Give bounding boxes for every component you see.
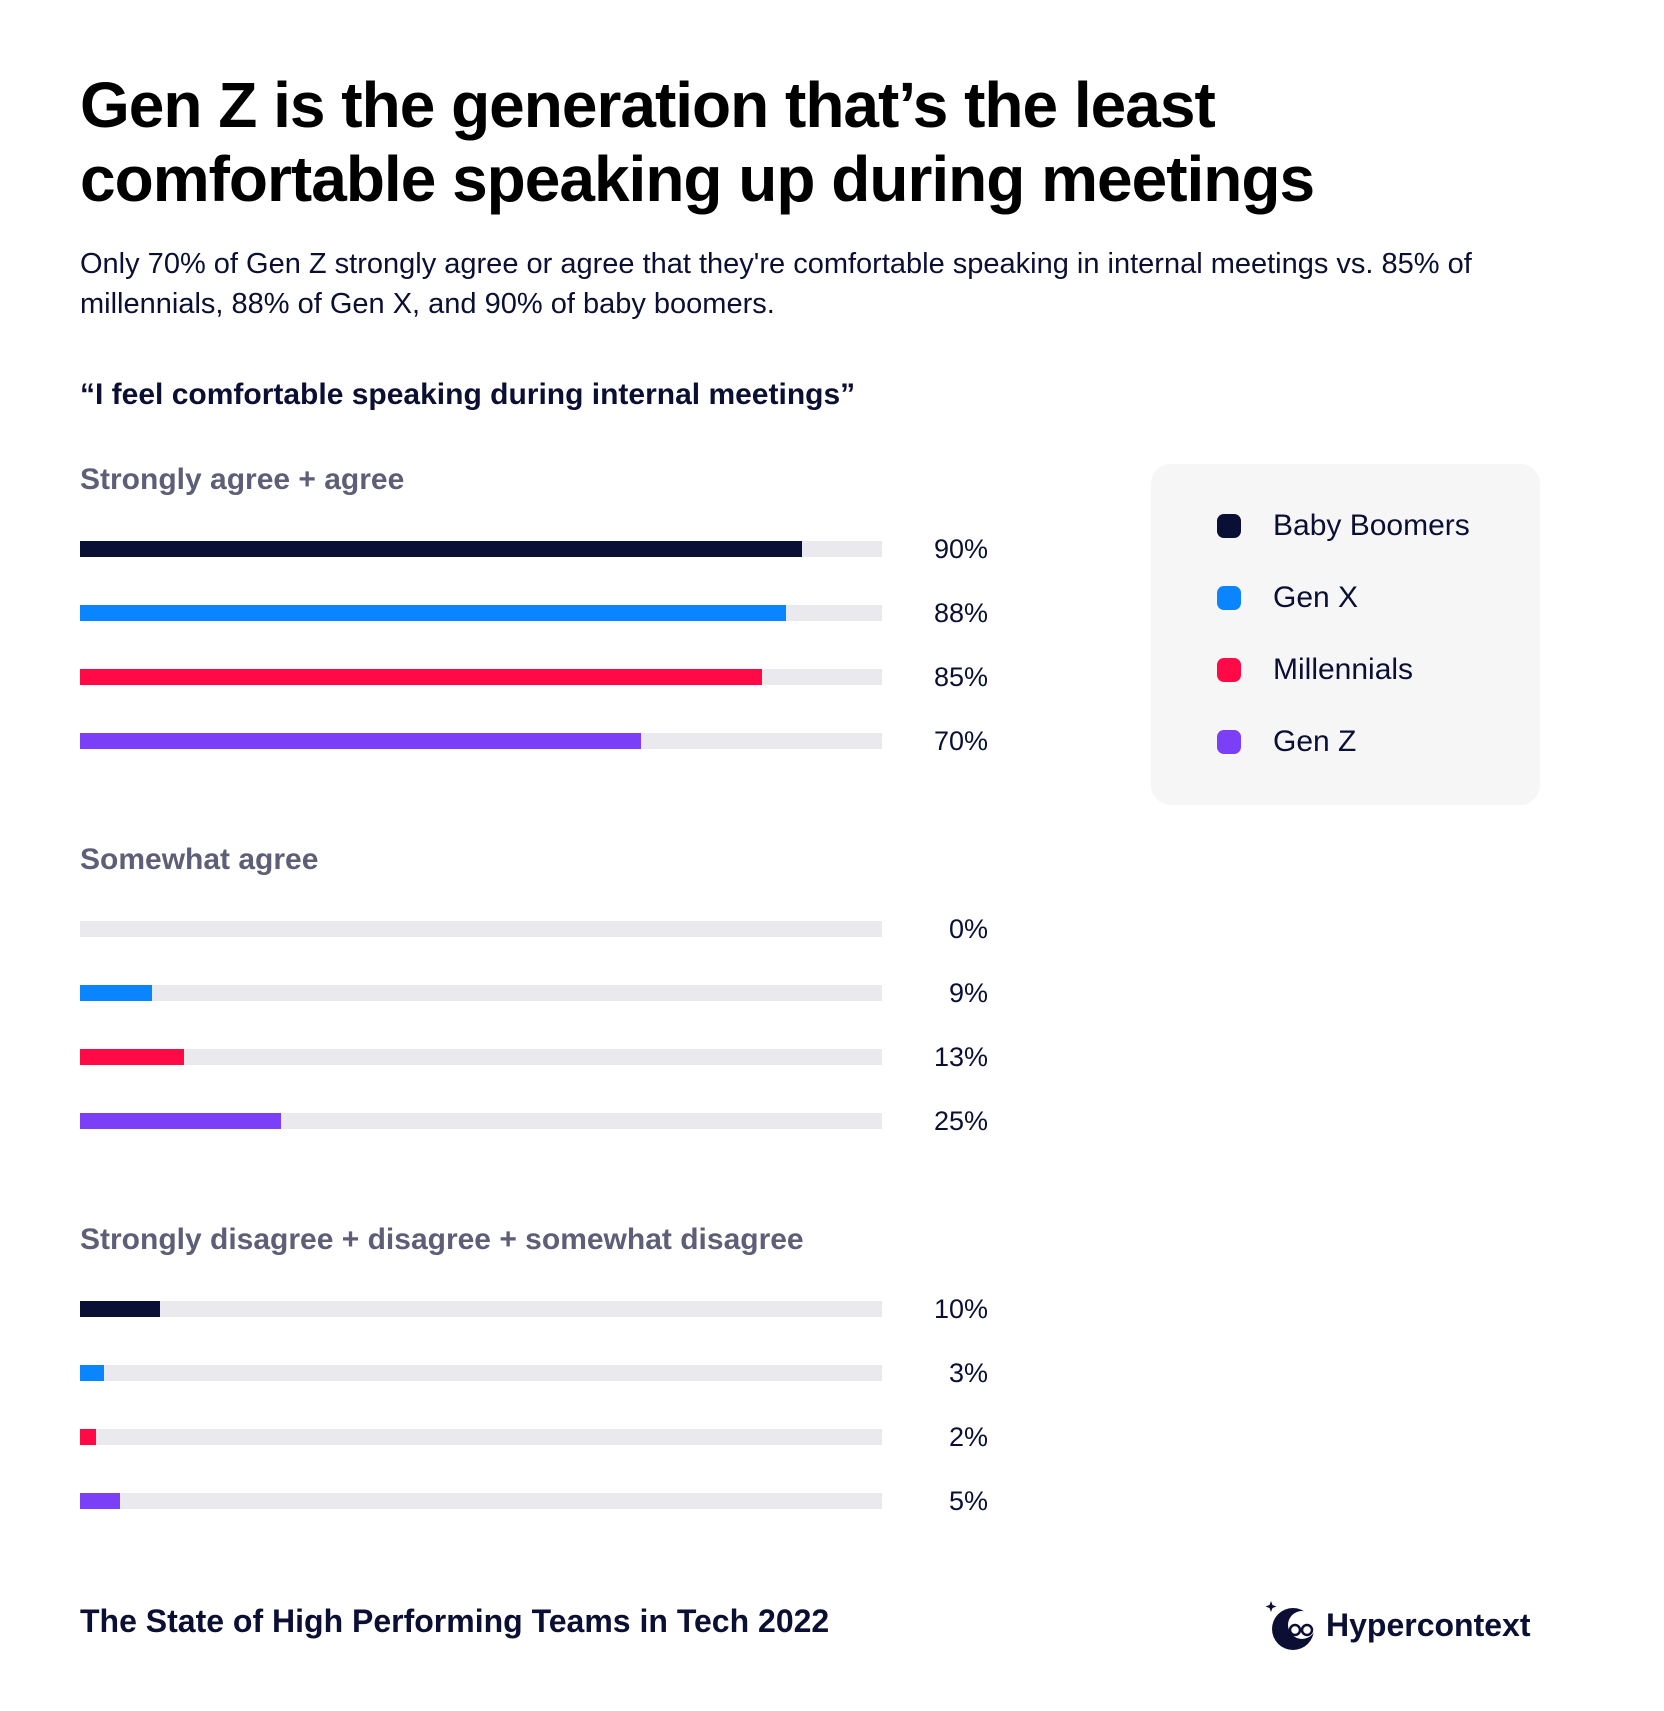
legend-label: Gen Z (1273, 725, 1357, 758)
bar-gen-x (80, 605, 786, 621)
bar-baby-boomers (80, 541, 802, 557)
chart-title: Gen Z is the generation that’s the least… (80, 69, 1315, 215)
bar-row-gen-x: 3% (80, 1353, 1000, 1393)
bar-gen-x (80, 1365, 105, 1381)
legend-swatch (1217, 514, 1241, 538)
legend-item-gen-z: Gen Z (1217, 722, 1356, 762)
footer-source: The State of High Performing Teams in Te… (80, 1603, 830, 1639)
group-label: Somewhat agree (80, 843, 319, 876)
legend-item-gen-x: Gen X (1217, 578, 1358, 618)
bar-track (80, 921, 882, 937)
legend-swatch (1217, 586, 1241, 610)
chart-question: “I feel comfortable speaking during inte… (80, 378, 856, 411)
data-label: 90% (933, 534, 988, 564)
bar-row-millennials: 2% (80, 1417, 1000, 1457)
bar-row-millennials: 13% (80, 1037, 1000, 1077)
data-label: 25% (933, 1106, 988, 1136)
bar-track (80, 733, 882, 749)
legend-label: Gen X (1273, 581, 1359, 614)
bar-track (80, 541, 882, 557)
hypercontext-logo-icon (1265, 1601, 1316, 1650)
data-label: 88% (933, 598, 988, 628)
bar-track (80, 1493, 882, 1509)
legend-swatch (1217, 730, 1241, 754)
legend-item-millennials: Millennials (1217, 650, 1413, 690)
bar-track (80, 1365, 882, 1381)
bar-gen-z (80, 733, 642, 749)
bar-row-baby-boomers: 10% (80, 1289, 1000, 1329)
data-label: 85% (933, 662, 988, 692)
brand-name: Hypercontext (1326, 1606, 1531, 1643)
group-label: Strongly agree + agree (80, 463, 405, 496)
legend-label: Baby Boomers (1273, 509, 1470, 542)
legend: Baby Boomers Gen X Millennials Gen Z (1151, 464, 1540, 805)
bar-gen-z (80, 1493, 121, 1509)
bar-baby-boomers (80, 1301, 161, 1317)
bar-millennials (80, 669, 762, 685)
bar-row-gen-x: 88% (80, 593, 1000, 633)
bar-row-gen-z: 25% (80, 1101, 1000, 1141)
data-label: 2% (948, 1422, 988, 1452)
data-label: 70% (933, 726, 988, 756)
bar-track (80, 1301, 882, 1317)
bar-millennials (80, 1429, 97, 1445)
bar-row-gen-x: 9% (80, 973, 1000, 1013)
bar-gen-x (80, 985, 153, 1001)
data-label: 3% (948, 1358, 988, 1388)
bar-millennials (80, 1049, 185, 1065)
group-label: Strongly disagree + disagree + somewhat … (80, 1223, 804, 1256)
bar-row-baby-boomers: 90% (80, 529, 1000, 569)
chart-subtitle: Only 70% of Gen Z strongly agree or agre… (80, 248, 1472, 320)
brand: Hypercontext (1262, 1595, 1531, 1655)
data-label: 5% (948, 1486, 988, 1516)
bar-track (80, 1429, 882, 1445)
legend-swatch (1217, 658, 1241, 682)
data-label: 0% (948, 914, 988, 944)
legend-label: Millennials (1273, 653, 1414, 686)
data-label: 13% (933, 1042, 988, 1072)
data-label: 9% (948, 978, 988, 1008)
bar-track (80, 605, 882, 621)
bar-track (80, 1049, 882, 1065)
bar-row-millennials: 85% (80, 657, 1000, 697)
data-label: 10% (933, 1294, 988, 1324)
bar-track (80, 669, 882, 685)
bar-row-baby-boomers: 0% (80, 909, 1000, 949)
bar-row-gen-z: 70% (80, 721, 1000, 761)
legend-item-baby-boomers: Baby Boomers (1217, 506, 1470, 546)
bar-track (80, 985, 882, 1001)
bar-track (80, 1113, 882, 1129)
bar-row-gen-z: 5% (80, 1481, 1000, 1521)
bar-gen-z (80, 1113, 281, 1129)
